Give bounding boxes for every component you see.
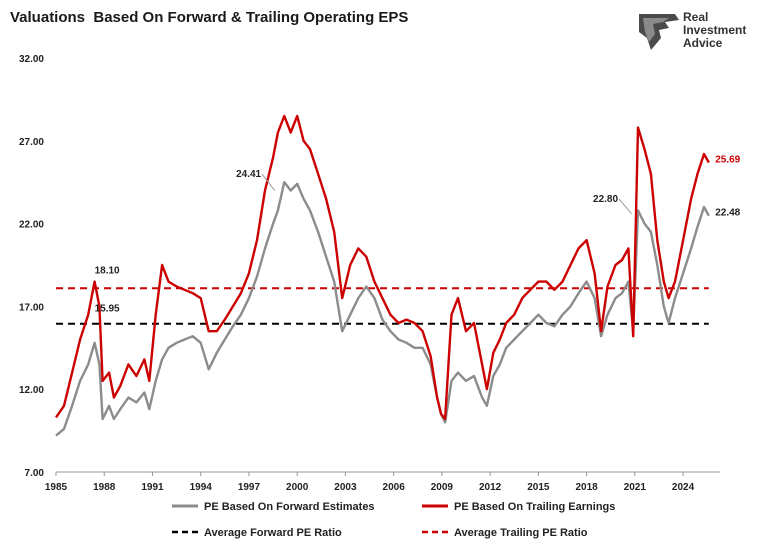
annotation-label: 18.10 <box>95 265 120 276</box>
x-tick-label: 2015 <box>527 482 550 493</box>
x-tick-label: 2009 <box>431 482 454 493</box>
x-tick-label: 1985 <box>45 482 68 493</box>
x-tick-label: 1988 <box>93 482 116 493</box>
eagle-head-icon <box>639 14 679 50</box>
y-axis: 7.00 12.00 17.00 22.00 27.00 32.00 <box>19 54 44 479</box>
x-tick-label: 2018 <box>575 482 598 493</box>
series-line-1 <box>55 114 710 421</box>
y-tick-label: 17.00 <box>19 302 44 313</box>
brand-name: Real Investment Advice <box>683 11 746 50</box>
x-tick-label: 1994 <box>190 482 213 493</box>
brand-line-1: Real <box>683 10 709 24</box>
legend-label: PE Based On Trailing Earnings <box>454 501 615 513</box>
x-axis: 1985 1988 1991 1994 1997 2000 2003 2006 2009 2012… <box>45 471 720 493</box>
x-tick-label: 2024 <box>672 482 695 493</box>
series-layer <box>55 114 710 437</box>
legend-label: Average Forward PE Ratio <box>204 527 342 539</box>
annotation-pointer <box>261 173 276 191</box>
x-tick-label: 2003 <box>334 482 357 493</box>
x-tick-label: 2021 <box>624 482 647 493</box>
brand-line-3: Advice <box>683 36 723 50</box>
legend-label: PE Based On Forward Estimates <box>204 501 375 513</box>
x-tick-label: 2006 <box>383 482 406 493</box>
annotation-pointer <box>618 198 632 214</box>
annotation-label: 25.69 <box>715 154 740 165</box>
annotation-label: 15.95 <box>95 303 120 314</box>
x-tick-label: 2000 <box>286 482 309 493</box>
y-tick-label: 22.00 <box>19 220 44 231</box>
x-tick-label: 2012 <box>479 482 502 493</box>
x-tick-label: 1991 <box>141 482 164 493</box>
series-line-0 <box>55 180 710 437</box>
annotation-label: 22.48 <box>715 208 740 219</box>
annotation-label: 24.41 <box>236 169 261 180</box>
legend: PE Based On Forward Estimates PE Based On… <box>172 501 615 539</box>
annotation-label: 22.80 <box>593 194 618 205</box>
y-tick-label: 7.00 <box>25 468 45 479</box>
y-tick-label: 32.00 <box>19 54 44 65</box>
annotations: 18.10 15.95 24.41 22.80 25.69 22.48 <box>95 154 741 314</box>
y-tick-label: 12.00 <box>19 385 44 396</box>
legend-label: Average Trailing PE Ratio <box>454 527 588 539</box>
y-tick-label: 27.00 <box>19 137 44 148</box>
x-tick-label: 1997 <box>238 482 261 493</box>
brand-line-2: Investment <box>683 23 747 37</box>
brand-logo: Real Investment Advice <box>635 8 765 58</box>
chart-title: Valuations Based On Forward & Trailing O… <box>10 9 409 26</box>
